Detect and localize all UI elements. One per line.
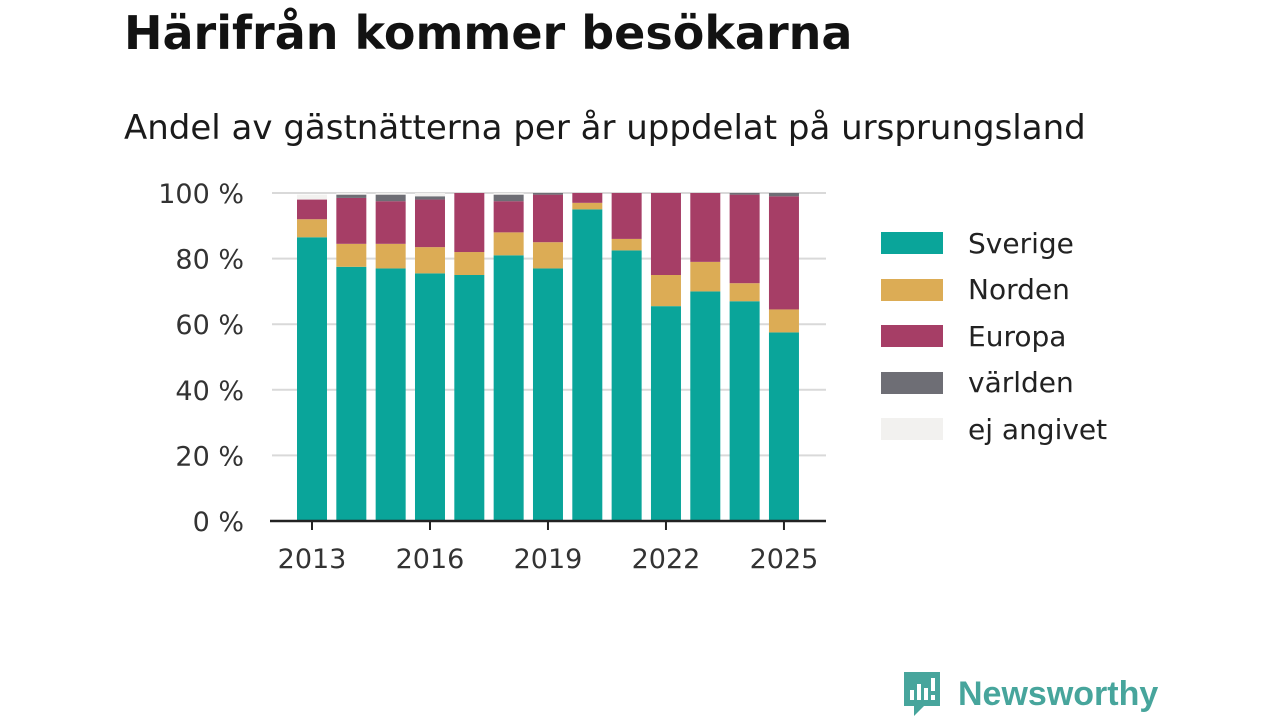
bars [297, 193, 799, 521]
brand: Newsworthy [902, 670, 1158, 718]
legend-label: Sverige [968, 226, 1074, 260]
bar-segment-norden-2025 [768, 309, 799, 333]
bar-segment-europa-2020 [572, 193, 603, 203]
bar-segment-norden-2013 [297, 219, 327, 238]
bar-segment-sverige-2018 [493, 255, 524, 521]
bar-segment-ej-angivet-2018 [493, 193, 524, 195]
bar-segment-sverige-2024 [729, 301, 760, 521]
bar-segment-norden-2024 [729, 283, 760, 302]
bar-segment-europa-2021 [611, 193, 642, 239]
bar-segment-norden-2017 [454, 252, 485, 275]
y-tick-label: 0 % [193, 507, 244, 538]
bar-segment-europa-2025 [768, 196, 799, 310]
bar-segment-europa-2015 [375, 201, 406, 244]
bar-segment-sverige-2021 [611, 250, 642, 521]
bar-segment-världen-2024 [729, 193, 760, 195]
x-tick-label: 2019 [514, 544, 583, 575]
bar-segment-norden-2023 [690, 261, 721, 292]
bar-segment-europa-2016 [414, 199, 445, 248]
y-tick-label: 80 % [175, 245, 244, 276]
bar-segment-norden-2019 [532, 242, 563, 269]
y-tick-label: 20 % [175, 441, 244, 472]
bar-segment-sverige-2014 [336, 266, 367, 521]
x-tick-label: 2022 [632, 544, 701, 575]
bar-segment-världen-2018 [493, 194, 524, 202]
y-tick-label: 60 % [175, 310, 244, 341]
legend-swatch [881, 371, 943, 394]
x-tick-label: 2025 [750, 544, 819, 575]
legend-item: Sverige [881, 220, 1161, 267]
bar-segment-europa-2014 [336, 197, 367, 244]
bar-segment-norden-2018 [493, 232, 524, 256]
legend: Sverige Norden Europa världen ej angivet [881, 220, 1161, 453]
bar-segment-europa-2019 [532, 194, 563, 243]
legend-item: världen [881, 360, 1161, 407]
bar-segment-sverige-2016 [414, 273, 445, 521]
legend-label: Norden [968, 273, 1070, 307]
chart-title: Härifrån kommer besökarna [124, 6, 853, 60]
bar-segment-världen-2015 [375, 194, 406, 202]
bar-segment-världen-2019 [532, 193, 563, 195]
bar-segment-norden-2014 [336, 243, 367, 267]
bar-segment-världen-2025 [768, 193, 799, 197]
bar-segment-ej-angivet-2014 [336, 193, 367, 195]
bar-segment-norden-2020 [572, 202, 603, 210]
x-tick-label: 2016 [396, 544, 465, 575]
legend-label: ej angivet [968, 412, 1108, 446]
bar-segment-sverige-2015 [375, 268, 406, 521]
bar-segment-europa-2022 [650, 193, 681, 275]
x-tick-label: 2013 [278, 544, 347, 575]
brand-name: Newsworthy [958, 674, 1159, 713]
bar-segment-ej-angivet-2013 [297, 194, 327, 200]
bar-segment-ej-angivet-2016 [414, 193, 445, 197]
legend-item: ej angivet [881, 406, 1161, 453]
legend-item: Europa [881, 313, 1161, 360]
bar-segment-sverige-2019 [532, 268, 563, 521]
bar-segment-norden-2015 [375, 243, 406, 269]
legend-swatch [881, 325, 943, 348]
bar-segment-norden-2016 [414, 247, 445, 274]
axes: 0 % 20 % 40 % 60 % 80 % 100 % 2013 2016 2019 2022… [158, 179, 826, 575]
legend-swatch [881, 232, 943, 255]
bar-segment-sverige-2020 [572, 209, 603, 521]
legend-label: världen [968, 366, 1074, 400]
y-tick-label: 100 % [158, 179, 244, 210]
bar-segment-europa-2024 [729, 194, 760, 284]
bar-segment-norden-2022 [650, 275, 681, 307]
bar-segment-europa-2023 [690, 193, 721, 262]
bar-segment-europa-2017 [454, 193, 485, 253]
y-tick-label: 40 % [175, 376, 244, 407]
bar-segment-norden-2021 [611, 238, 642, 251]
legend-label: Europa [968, 319, 1067, 353]
newsworthy-logo-icon [902, 670, 942, 718]
legend-item: Norden [881, 267, 1161, 314]
bar-segment-europa-2018 [493, 201, 524, 233]
bar-segment-ej-angivet-2015 [375, 193, 406, 195]
bar-segment-sverige-2025 [768, 332, 799, 521]
bar-segment-europa-2013 [297, 199, 327, 220]
bar-segment-sverige-2017 [454, 275, 485, 521]
bar-segment-sverige-2023 [690, 291, 721, 521]
bar-segment-sverige-2022 [650, 306, 681, 521]
bar-segment-sverige-2013 [297, 237, 327, 521]
bar-segment-världen-2016 [414, 196, 445, 200]
bar-segment-världen-2014 [336, 194, 367, 198]
chart-subtitle: Andel av gästnätterna per år uppdelat på… [124, 108, 1086, 148]
legend-swatch [881, 278, 943, 301]
legend-swatch [881, 418, 943, 441]
